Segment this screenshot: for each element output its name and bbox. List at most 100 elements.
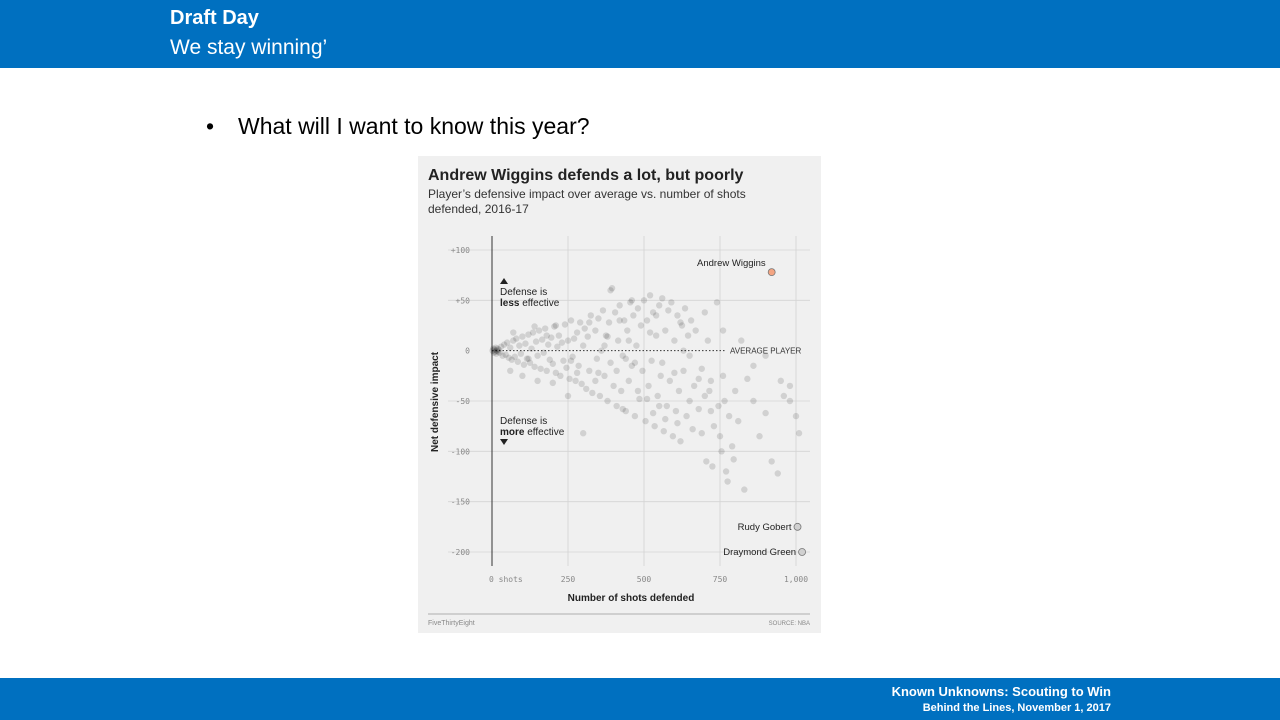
scatter-point <box>529 329 537 336</box>
scatter-point <box>528 345 535 352</box>
y-tick-label: -150 <box>451 498 470 507</box>
scatter-point <box>494 345 501 352</box>
scatter-point <box>548 334 555 341</box>
scatter-point <box>614 337 622 344</box>
scatter-point <box>674 419 681 427</box>
scatter-point <box>542 325 549 332</box>
axis-layer: +100 +50 0 -50 -100 -150 -200 0 shots 250 500 750 1… <box>451 236 808 584</box>
scatter-point <box>605 319 613 326</box>
scatter-point <box>645 382 652 390</box>
scatter-point <box>507 344 514 351</box>
scatter-point <box>583 385 590 393</box>
scatter-point <box>495 346 502 353</box>
scatter-point <box>489 347 496 354</box>
scatter-point <box>695 375 702 383</box>
scatter-point <box>514 358 522 365</box>
scatter-point <box>624 327 631 334</box>
scatter-point <box>680 347 687 354</box>
scatter-point <box>719 372 727 380</box>
scatter-point <box>657 372 664 380</box>
scatter-point <box>490 345 497 352</box>
scatter-point <box>625 337 632 344</box>
scatter-point <box>686 352 693 359</box>
scatter-point <box>586 367 593 374</box>
scatter-point <box>692 327 699 334</box>
scatter-point <box>549 360 556 367</box>
scatter-point <box>640 297 648 304</box>
annotation-top-line2: less effective <box>500 298 560 309</box>
scatter-point <box>701 392 708 400</box>
x-tick-label: 500 <box>637 575 652 584</box>
y-tick-label: -100 <box>451 447 470 456</box>
scatter-point <box>652 332 660 339</box>
annotation-less-effective: Defense is less effective <box>500 278 560 309</box>
scatter-point <box>573 369 581 377</box>
scatter-point <box>490 349 498 356</box>
scatter-point <box>725 412 733 420</box>
scatter-point <box>510 329 517 336</box>
scatter-point <box>567 317 575 324</box>
scatter-point <box>656 402 663 410</box>
scatter-point <box>625 377 632 385</box>
scatter-point <box>580 430 587 437</box>
scatter-point <box>649 409 657 417</box>
scatter-point <box>535 327 543 334</box>
y-tick-label: +100 <box>451 246 470 255</box>
scatter-point <box>499 352 506 359</box>
scatter-point <box>502 351 509 358</box>
scatter-point <box>493 350 500 357</box>
scatter-point <box>619 352 626 359</box>
scatter-point <box>622 355 629 362</box>
scatter-point <box>608 285 616 292</box>
annotation-bottom-rest: effective <box>524 427 564 438</box>
scatter-point <box>592 327 599 334</box>
scatter-point <box>534 377 541 385</box>
annotation-top-bold: less <box>500 298 520 309</box>
scatter-point <box>735 417 742 425</box>
labels-layer: AVERAGE PLAYER Andrew Wiggins Rudy Gobert D… <box>697 258 806 558</box>
scatter-point <box>618 387 625 395</box>
scatter-point <box>730 456 737 463</box>
scatter-point <box>750 362 757 369</box>
scatter-point <box>555 332 563 339</box>
scatter-point <box>511 353 518 360</box>
bullet-text: What will I want to know this year? <box>238 113 590 139</box>
scatter-point <box>602 332 610 339</box>
scatter-point <box>619 405 626 413</box>
scatter-point <box>659 359 666 366</box>
y-tick-label: -50 <box>456 397 471 406</box>
scatter-point <box>652 312 660 319</box>
scatter-point <box>651 422 658 430</box>
scatter-point <box>706 387 713 395</box>
scatter-point <box>596 392 604 400</box>
scatter-point <box>654 392 661 400</box>
scatter-point <box>698 430 705 437</box>
header-bar: Draft Day We stay winning’ <box>0 0 1280 68</box>
scatter-point <box>491 348 499 355</box>
scatter-point <box>709 463 716 470</box>
scatter-point <box>634 305 642 312</box>
scatter-point <box>786 382 794 390</box>
scatter-point <box>549 379 556 387</box>
scatter-point <box>601 372 608 380</box>
footer-subtitle: Behind the Lines, November 1, 2017 <box>922 702 1111 714</box>
scatter-chart: +100 +50 0 -50 -100 -150 -200 0 shots 250 500 750 1… <box>428 167 810 627</box>
scatter-point <box>534 352 541 359</box>
scatter-point <box>500 341 508 348</box>
scatter-point <box>616 317 623 324</box>
scatter-point <box>505 354 512 361</box>
x-tick-label: 250 <box>561 575 576 584</box>
highlight-point <box>767 268 776 277</box>
scatter-point <box>695 405 702 413</box>
annotation-top-rest: effective <box>519 298 559 309</box>
y-axis-label: Net defensive impact <box>430 351 441 452</box>
scatter-point <box>522 340 529 347</box>
scatter-point <box>690 382 698 390</box>
scatter-point <box>795 430 803 437</box>
scatter-point <box>628 362 636 369</box>
scatter-point <box>545 341 552 348</box>
scatter-point <box>576 319 584 326</box>
scatter-point <box>561 321 569 328</box>
scatter-point <box>516 342 523 349</box>
scatter-point <box>563 364 570 371</box>
